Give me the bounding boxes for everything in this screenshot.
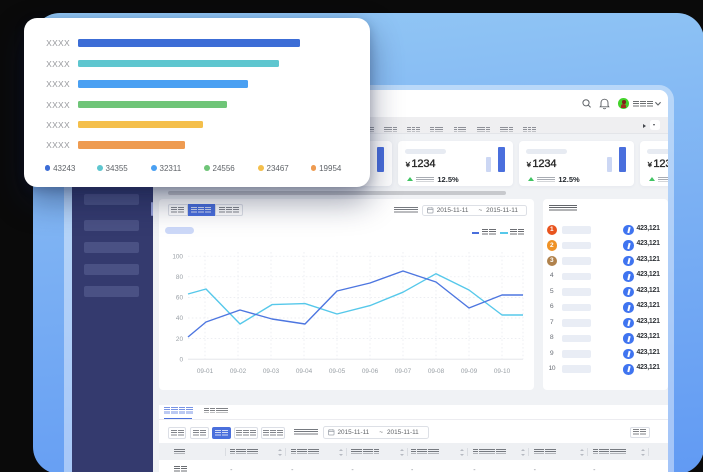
svg-text:09-04: 09-04 <box>296 368 313 375</box>
svg-text:60: 60 <box>176 295 184 302</box>
svg-text:09-01: 09-01 <box>197 368 214 375</box>
svg-text:09-08: 09-08 <box>428 368 445 375</box>
svg-text:09-09: 09-09 <box>461 368 478 375</box>
svg-text:09-06: 09-06 <box>362 368 379 375</box>
svg-text:20: 20 <box>176 336 184 343</box>
svg-text:40: 40 <box>176 315 184 322</box>
svg-text:09-10: 09-10 <box>494 368 511 375</box>
svg-text:09-07: 09-07 <box>395 368 412 375</box>
svg-text:0: 0 <box>179 356 183 363</box>
svg-text:09-02: 09-02 <box>230 368 247 375</box>
svg-text:09-03: 09-03 <box>263 368 280 375</box>
svg-text:100: 100 <box>172 253 183 260</box>
svg-text:09-05: 09-05 <box>329 368 346 375</box>
svg-text:80: 80 <box>176 274 184 281</box>
